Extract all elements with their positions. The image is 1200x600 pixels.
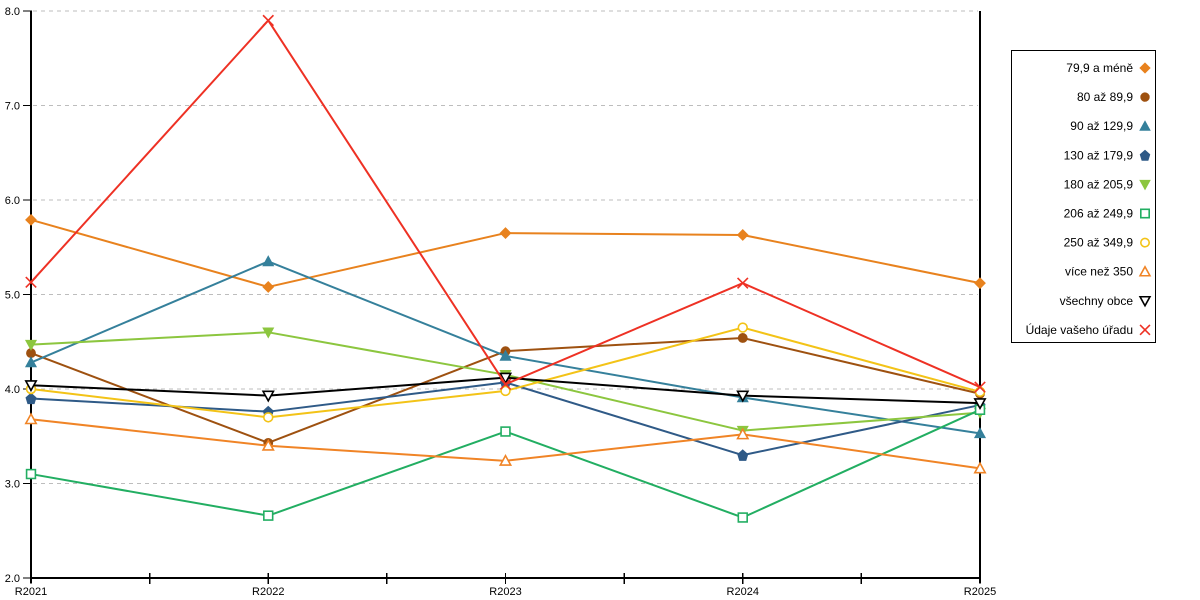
legend-item-daje-va-eho-adu: Údaje vašeho úřadu <box>1026 322 1151 337</box>
legend-label: 80 až 89,9 <box>1077 90 1133 104</box>
marker-circle <box>1140 92 1150 102</box>
marker-square <box>737 512 748 523</box>
legend-item-250-a-349-9: 250 až 349,9 <box>1064 236 1150 250</box>
y-tick-label: 6.0 <box>5 195 20 207</box>
legend-label: všechny obce <box>1060 294 1134 308</box>
y-tick-label: 3.0 <box>5 479 20 491</box>
legend-label: 180 až 205,9 <box>1064 177 1134 191</box>
marker-triangle-up <box>973 461 987 474</box>
marker-circle <box>737 333 748 343</box>
legend-label: 130 až 179,9 <box>1064 148 1134 162</box>
marker-pentagon <box>737 449 749 461</box>
x-tick-label: R2022 <box>252 586 284 598</box>
marker-circle <box>974 386 986 398</box>
marker-triangle-down <box>1138 295 1152 308</box>
legend-item-v-ce-ne-350: více než 350 <box>1065 265 1152 279</box>
legend: 79,9 a méně 80 až 89,9 90 až 129,9 130 až 1… <box>1010 49 1157 344</box>
marker-x <box>736 277 749 289</box>
y-tick-label: 8.0 <box>5 6 20 18</box>
marker-triangle-up <box>736 427 750 440</box>
marker-circle <box>1140 237 1150 248</box>
marker-pentagon <box>1139 149 1151 161</box>
legend-label: 250 až 349,9 <box>1064 236 1134 250</box>
marker-triangle-down <box>262 327 275 339</box>
y-tick-label: 2.0 <box>5 573 20 585</box>
legend-item-80-a-89-9: 80 až 89,9 <box>1077 90 1150 104</box>
series-v-echny-obce <box>24 372 987 411</box>
marker-square <box>1140 208 1150 219</box>
marker-triangle-up <box>261 438 275 451</box>
y-axis-ticks: 2.0 3.0 4.0 5.0 6.0 7.0 8.0 <box>5 6 32 585</box>
legend-item-v-echny-obce: všechny obce <box>1060 294 1152 308</box>
marker-triangle-up <box>24 356 38 368</box>
series-daje-va-eho-adu <box>25 14 986 393</box>
marker-x <box>1139 324 1151 336</box>
legend-box <box>1010 49 1157 344</box>
marker-triangle-up <box>262 255 275 267</box>
marker-diamond <box>1139 62 1151 74</box>
x-axis-ticks: R2021 R2022 R2023 R2024 R2025 <box>15 573 996 598</box>
marker-pentagon <box>25 392 37 405</box>
marker-x <box>974 381 986 393</box>
marker-triangle-down <box>973 398 987 411</box>
marker-diamond <box>499 227 512 239</box>
y-tick-label: 4.0 <box>5 384 20 396</box>
marker-triangle-down <box>1139 179 1151 191</box>
x-tick-label: R2023 <box>489 586 521 598</box>
marker-square <box>263 510 274 521</box>
series-79-9-a-m-n <box>25 213 986 293</box>
legend-label: 79,9 a méně <box>1066 61 1133 75</box>
marker-triangle-down <box>736 390 750 403</box>
legend-label: Údaje vašeho úřadu <box>1026 322 1133 337</box>
marker-circle <box>500 385 511 397</box>
marker-circle <box>737 322 748 333</box>
x-tick-label: R2024 <box>727 586 759 598</box>
marker-triangle-up <box>498 453 513 466</box>
marker-square <box>25 468 37 480</box>
series-90-a-129-9 <box>24 255 987 439</box>
legend-item-130-a-179-9: 130 až 179,9 <box>1064 148 1151 162</box>
series-v-ce-ne-350 <box>24 412 987 474</box>
marker-diamond <box>736 229 749 241</box>
marker-diamond <box>25 213 37 226</box>
marker-triangle-down <box>24 339 38 351</box>
y-tick-label: 5.0 <box>5 290 20 302</box>
marker-triangle-up <box>499 349 512 361</box>
marker-x <box>499 378 512 391</box>
x-tick-label: R2025 <box>964 586 996 598</box>
marker-triangle-down <box>498 372 513 385</box>
marker-diamond <box>974 277 986 290</box>
x-tick-label: R2021 <box>15 586 47 598</box>
marker-triangle-up <box>1138 265 1152 277</box>
legend-item-206-a-249-9: 206 až 249,9 <box>1064 207 1150 221</box>
marker-triangle-down <box>261 390 275 403</box>
marker-circle <box>263 412 274 423</box>
series-line <box>30 19 981 389</box>
marker-triangle-up <box>1139 120 1151 131</box>
legend-item-90-a-129-9: 90 až 129,9 <box>1070 119 1151 133</box>
marker-diamond <box>262 281 275 293</box>
marker-square <box>500 426 511 437</box>
legend-label: více než 350 <box>1065 265 1133 279</box>
marker-triangle-up <box>973 427 987 439</box>
y-tick-label: 7.0 <box>5 101 20 113</box>
legend-label: 206 až 249,9 <box>1064 207 1134 221</box>
axes <box>30 11 981 583</box>
marker-triangle-up <box>24 412 38 425</box>
marker-x <box>262 14 275 27</box>
legend-item-79-9-a-m-n: 79,9 a méně <box>1066 61 1151 75</box>
marker-triangle-down <box>24 380 38 393</box>
legend-label: 90 až 129,9 <box>1070 119 1133 133</box>
legend-item-180-a-205-9: 180 až 205,9 <box>1064 177 1151 191</box>
marker-x <box>25 276 37 288</box>
